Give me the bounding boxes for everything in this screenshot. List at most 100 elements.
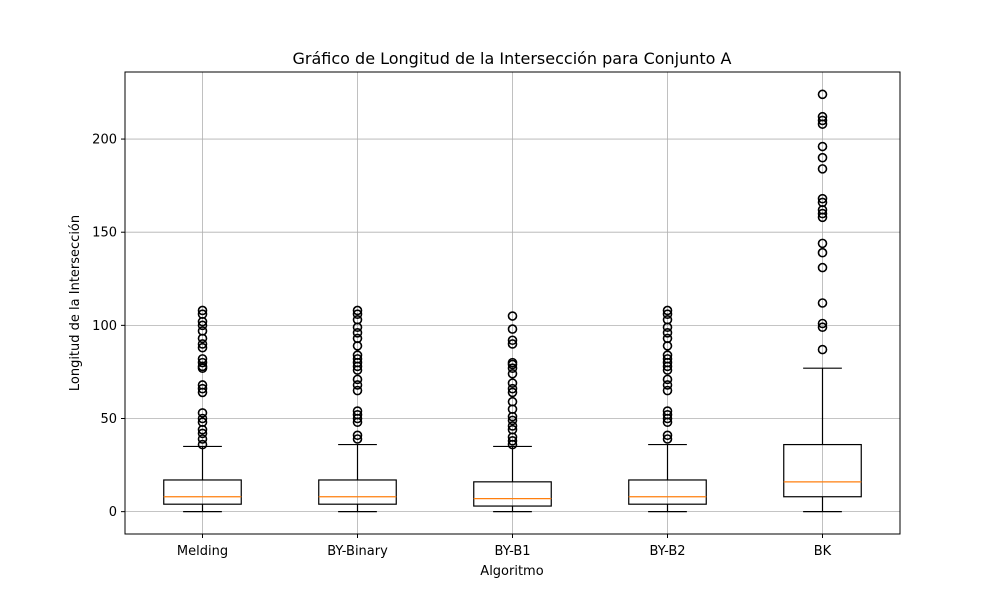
- box-series: [163, 89, 862, 513]
- y-tick-label: 100: [92, 319, 117, 334]
- outlier-point: [817, 262, 828, 273]
- outlier-point: [817, 164, 828, 174]
- outlier-point: [197, 383, 208, 394]
- y-axis: 0 50 100 150 200: [92, 133, 125, 520]
- outlier-point: [197, 339, 208, 349]
- outlier-point: [352, 434, 363, 444]
- outlier-point: [507, 335, 518, 346]
- y-tick-label: 150: [92, 226, 117, 241]
- outlier-point: [197, 320, 208, 331]
- box-by-b2: [628, 305, 707, 513]
- outlier-point: [817, 115, 828, 126]
- outlier-point: [662, 314, 673, 325]
- outlier-point: [507, 396, 518, 407]
- outlier-point: [352, 430, 363, 441]
- outlier-point: [197, 439, 208, 450]
- outlier-point: [507, 383, 518, 394]
- outlier-point: [662, 385, 673, 396]
- outlier-point: [352, 309, 363, 319]
- outlier-point: [817, 322, 828, 333]
- outlier-point: [352, 385, 363, 396]
- outlier-point: [662, 354, 673, 364]
- x-tick-label: BY-B1: [494, 544, 530, 559]
- outlier-point: [197, 380, 208, 390]
- outlier-point: [507, 311, 518, 321]
- outlier-point: [662, 309, 673, 319]
- y-tick-label: 50: [100, 412, 117, 427]
- outlier-point: [352, 328, 363, 338]
- outlier-point: [352, 333, 363, 344]
- outlier-point: [197, 428, 208, 439]
- outlier-point: [197, 434, 208, 444]
- outlier-point: [197, 408, 208, 418]
- box-bk: [783, 89, 862, 513]
- outlier-point: [817, 193, 828, 204]
- chart-title: Gráfico de Longitud de la Intersección p…: [293, 49, 732, 68]
- outlier-point: [352, 406, 363, 416]
- iqr-box: [318, 479, 397, 505]
- outlier-point: [817, 344, 828, 355]
- outlier-point: [817, 318, 828, 329]
- iqr-box: [163, 479, 242, 505]
- outlier-point: [197, 354, 208, 364]
- outlier-point: [197, 342, 208, 353]
- box-by-binary: [318, 305, 397, 513]
- outlier-point: [352, 354, 363, 364]
- x-axis-label: Algoritmo: [480, 564, 543, 579]
- outlier-point: [817, 298, 828, 308]
- y-tick-label: 0: [109, 505, 117, 520]
- outlier-point: [662, 406, 673, 416]
- outlier-point: [352, 380, 363, 390]
- outlier-point: [817, 238, 828, 249]
- outlier-point: [817, 89, 828, 100]
- outlier-point: [817, 152, 828, 163]
- outlier-point: [507, 424, 518, 435]
- outlier-point: [197, 357, 208, 368]
- outlier-point: [507, 421, 518, 431]
- x-tick-label: BK: [814, 544, 832, 559]
- outlier-point: [197, 305, 208, 316]
- outlier-point: [662, 380, 673, 390]
- outlier-point: [662, 409, 673, 420]
- box-by-b1: [473, 311, 552, 513]
- grid-lines: [125, 72, 900, 534]
- iqr-box: [473, 481, 552, 507]
- outlier-point: [662, 374, 673, 385]
- box-melding: [163, 305, 242, 513]
- iqr-box: [783, 443, 862, 498]
- outlier-point: [197, 326, 208, 336]
- outlier-point: [197, 309, 208, 319]
- outlier-point: [197, 417, 208, 428]
- outlier-point: [817, 197, 828, 208]
- outlier-point: [507, 415, 518, 426]
- outlier-point: [352, 305, 363, 316]
- outlier-point: [817, 141, 828, 152]
- outlier-point: [662, 305, 673, 316]
- outlier-point: [352, 409, 363, 420]
- x-tick-label: BY-B2: [649, 544, 685, 559]
- y-axis-label: Longitud de la Intersección: [68, 215, 83, 391]
- outlier-point: [662, 350, 673, 360]
- outlier-point: [662, 434, 673, 444]
- outlier-point: [507, 363, 518, 374]
- iqr-box: [628, 479, 707, 505]
- x-tick-label: BY-Binary: [327, 544, 388, 559]
- outlier-point: [352, 314, 363, 325]
- outlier-point: [662, 430, 673, 441]
- outlier-point: [507, 368, 518, 379]
- outlier-point: [507, 339, 518, 349]
- outlier-point: [817, 208, 828, 219]
- outlier-point: [507, 324, 518, 334]
- outlier-point: [507, 436, 518, 446]
- x-tick-label: Melding: [177, 544, 228, 559]
- outlier-point: [507, 387, 518, 398]
- y-tick-label: 200: [92, 133, 117, 148]
- outlier-point: [352, 350, 363, 360]
- outlier-point: [817, 111, 828, 122]
- outlier-point: [662, 328, 673, 338]
- outlier-point: [352, 374, 363, 385]
- outlier-point: [507, 378, 518, 388]
- outlier-point: [662, 333, 673, 344]
- outlier-point: [507, 357, 518, 368]
